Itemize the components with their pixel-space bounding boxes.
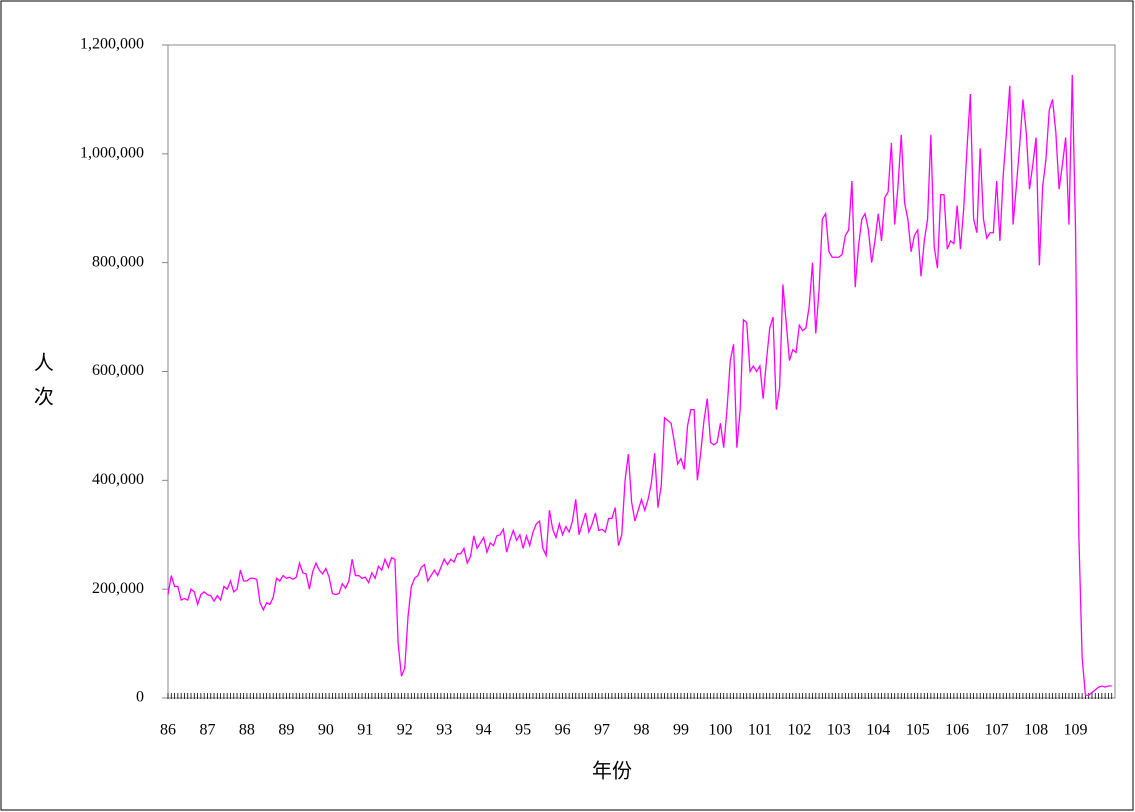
x-tick-label: 100 xyxy=(708,722,732,739)
x-tick-label: 109 xyxy=(1064,722,1088,739)
x-tick-label: 97 xyxy=(594,722,610,739)
data-line xyxy=(167,74,1112,696)
x-tick-label: 89 xyxy=(278,722,294,739)
x-tick-label: 95 xyxy=(515,722,531,739)
x-tick-label: 87 xyxy=(199,722,215,739)
x-tick-label: 108 xyxy=(1024,722,1048,739)
y-tick-label: 1,200,000 xyxy=(80,36,144,53)
x-tick-label: 99 xyxy=(673,722,689,739)
x-tick-label: 86 xyxy=(160,722,176,739)
y-tick-label: 0 xyxy=(136,689,144,706)
x-tick-label: 94 xyxy=(476,722,492,739)
y-tick-label: 800,000 xyxy=(92,253,144,270)
x-tick-label: 88 xyxy=(239,722,255,739)
y-tick-label: 400,000 xyxy=(92,471,144,488)
x-tick-label: 91 xyxy=(357,722,373,739)
x-tick-label: 107 xyxy=(985,722,1009,739)
x-tick-label: 93 xyxy=(436,722,452,739)
x-tick-label: 105 xyxy=(906,722,930,739)
y-tick-label: 200,000 xyxy=(92,580,144,597)
y-axis-label: 人次 xyxy=(30,352,53,420)
x-tick-label: 98 xyxy=(634,722,650,739)
x-tick-label: 103 xyxy=(827,722,851,739)
x-tick-label: 101 xyxy=(748,722,772,739)
x-axis-label: 年份 xyxy=(592,760,632,783)
y-tick-label: 600,000 xyxy=(92,362,144,379)
y-tick-label: 1,000,000 xyxy=(80,145,144,162)
x-tick-label: 104 xyxy=(866,722,890,739)
x-tick-label: 96 xyxy=(555,722,571,739)
x-tick-label: 92 xyxy=(397,722,413,739)
x-tick-label: 90 xyxy=(318,722,334,739)
x-tick-label: 106 xyxy=(945,722,969,739)
x-tick-label: 102 xyxy=(787,722,811,739)
